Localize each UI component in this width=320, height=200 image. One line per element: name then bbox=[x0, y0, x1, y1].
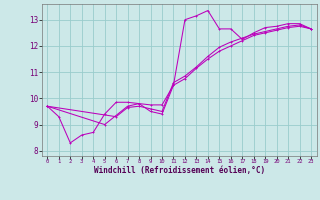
X-axis label: Windchill (Refroidissement éolien,°C): Windchill (Refroidissement éolien,°C) bbox=[94, 166, 265, 175]
